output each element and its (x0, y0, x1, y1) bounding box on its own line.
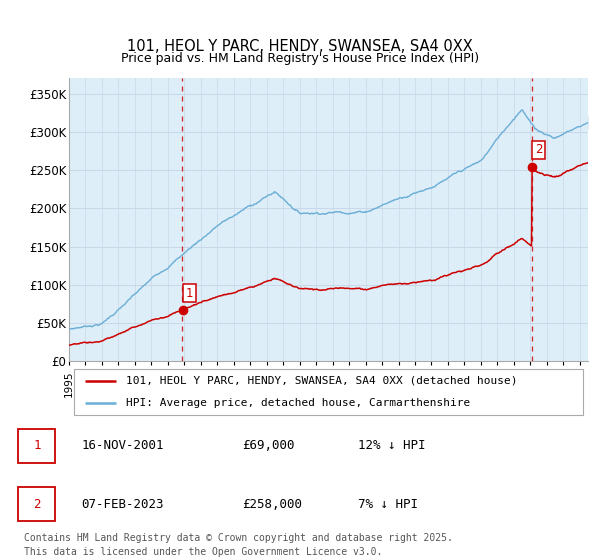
Text: 7% ↓ HPI: 7% ↓ HPI (358, 497, 418, 511)
Text: £258,000: £258,000 (242, 497, 302, 511)
Text: 16-NOV-2001: 16-NOV-2001 (81, 439, 164, 452)
Text: 07-FEB-2023: 07-FEB-2023 (81, 497, 164, 511)
Text: 12% ↓ HPI: 12% ↓ HPI (358, 439, 425, 452)
Text: HPI: Average price, detached house, Carmarthenshire: HPI: Average price, detached house, Carm… (126, 398, 470, 408)
Text: £69,000: £69,000 (242, 439, 295, 452)
Text: Price paid vs. HM Land Registry's House Price Index (HPI): Price paid vs. HM Land Registry's House … (121, 52, 479, 64)
Text: 101, HEOL Y PARC, HENDY, SWANSEA, SA4 0XX: 101, HEOL Y PARC, HENDY, SWANSEA, SA4 0X… (127, 39, 473, 54)
Text: 1: 1 (33, 439, 41, 452)
Text: 2: 2 (33, 497, 41, 511)
FancyBboxPatch shape (74, 370, 583, 414)
FancyBboxPatch shape (18, 429, 55, 463)
Text: 1: 1 (185, 287, 193, 300)
FancyBboxPatch shape (18, 487, 55, 521)
Text: Contains HM Land Registry data © Crown copyright and database right 2025.
This d: Contains HM Land Registry data © Crown c… (24, 533, 453, 557)
Text: 2: 2 (535, 143, 542, 156)
Text: 101, HEOL Y PARC, HENDY, SWANSEA, SA4 0XX (detached house): 101, HEOL Y PARC, HENDY, SWANSEA, SA4 0X… (126, 376, 518, 386)
